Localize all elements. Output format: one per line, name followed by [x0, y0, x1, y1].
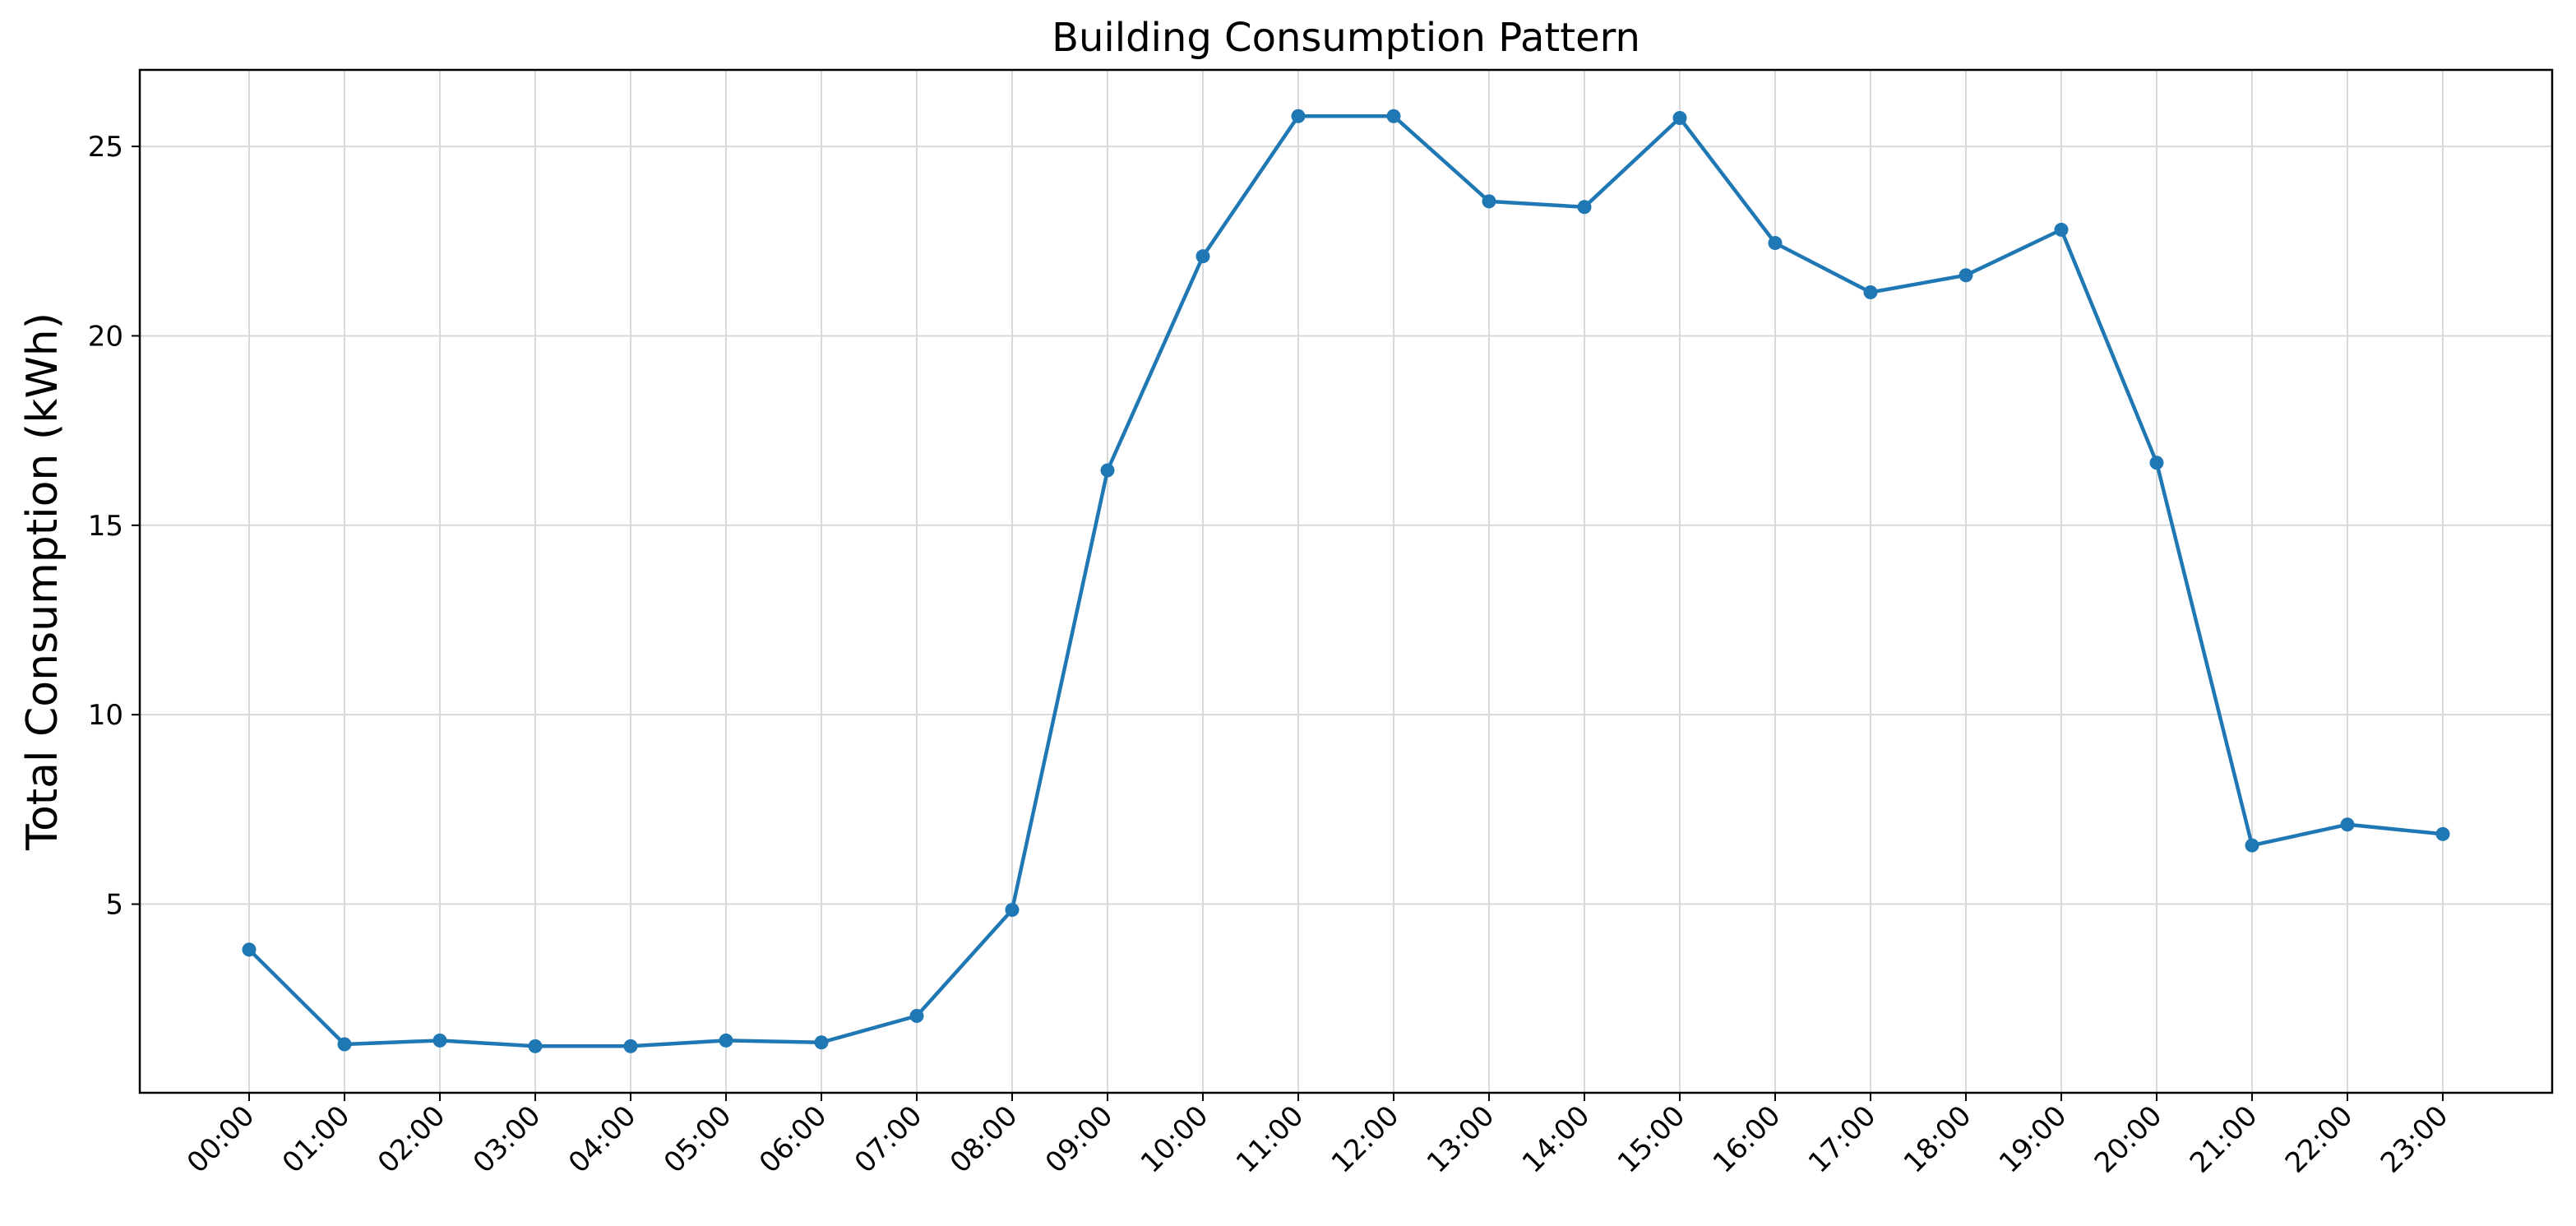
x-tick-label: 07:00 — [849, 1099, 929, 1180]
x-tick-label: 10:00 — [1135, 1099, 1215, 1180]
data-point — [1959, 268, 1973, 283]
data-point — [623, 1039, 638, 1053]
x-tick-label: 08:00 — [944, 1099, 1024, 1180]
x-tick-label: 19:00 — [1993, 1099, 2074, 1180]
series-line — [247, 113, 2444, 1048]
x-tick-label: 05:00 — [658, 1099, 738, 1180]
data-point — [1196, 249, 1210, 264]
x-tick-label: 00:00 — [181, 1099, 261, 1180]
data-point — [2435, 826, 2450, 841]
x-tick-label: 11:00 — [1230, 1099, 1311, 1180]
data-point — [1577, 200, 1592, 215]
x-tick-label: 17:00 — [1802, 1099, 1883, 1180]
data-point — [2149, 456, 2164, 470]
data-point — [337, 1037, 352, 1052]
x-tick-label: 20:00 — [2088, 1099, 2169, 1180]
data-point — [1768, 236, 1783, 251]
y-tick-label: 5 — [105, 889, 123, 922]
data-point — [432, 1033, 447, 1048]
x-tick-label: 09:00 — [1039, 1099, 1120, 1180]
data-point — [1863, 285, 1878, 299]
y-tick-label: 25 — [88, 131, 123, 164]
x-tick-label: 23:00 — [2375, 1099, 2455, 1180]
plot-area-frame — [138, 68, 2554, 1094]
data-point — [2340, 817, 2355, 832]
x-tick-label: 06:00 — [753, 1099, 834, 1180]
data-point — [2245, 838, 2259, 853]
x-tick-label: 22:00 — [2279, 1099, 2360, 1180]
x-axis-ticks: 00:00 01:00 02:00 03:00 04:00 05:00 06:00 07:00… — [181, 1093, 2455, 1180]
x-tick-label: 01:00 — [276, 1099, 357, 1180]
data-point — [1291, 109, 1306, 123]
grid-lines — [140, 70, 2552, 1093]
chart-title: Building Consumption Pattern — [1052, 15, 1640, 61]
x-tick-label: 18:00 — [1898, 1099, 1978, 1180]
x-tick-label: 21:00 — [2184, 1099, 2264, 1180]
y-tick-label: 10 — [88, 699, 123, 732]
x-tick-label: 15:00 — [1612, 1099, 1692, 1180]
series-layer — [242, 109, 2450, 1053]
x-tick-label: 02:00 — [372, 1099, 452, 1180]
data-point — [1005, 902, 1020, 917]
x-tick-label: 04:00 — [562, 1099, 643, 1180]
x-tick-label: 03:00 — [467, 1099, 548, 1180]
data-point — [1672, 111, 1687, 126]
x-tick-label: 13:00 — [1421, 1099, 1501, 1180]
data-point — [242, 942, 257, 957]
data-point — [909, 1008, 924, 1023]
data-point — [719, 1033, 733, 1048]
y-tick-label: 20 — [88, 320, 123, 353]
data-point — [2054, 222, 2069, 237]
y-tick-label: 15 — [88, 510, 123, 543]
data-point — [1100, 463, 1115, 478]
data-point — [1386, 109, 1401, 123]
x-tick-label: 16:00 — [1707, 1099, 1787, 1180]
y-axis-ticks: 5 10 15 20 25 — [88, 131, 140, 922]
data-point — [528, 1039, 543, 1053]
x-tick-label: 12:00 — [1325, 1099, 1406, 1180]
data-point — [1482, 194, 1496, 209]
x-tick-label: 14:00 — [1516, 1099, 1597, 1180]
data-point — [814, 1035, 829, 1050]
